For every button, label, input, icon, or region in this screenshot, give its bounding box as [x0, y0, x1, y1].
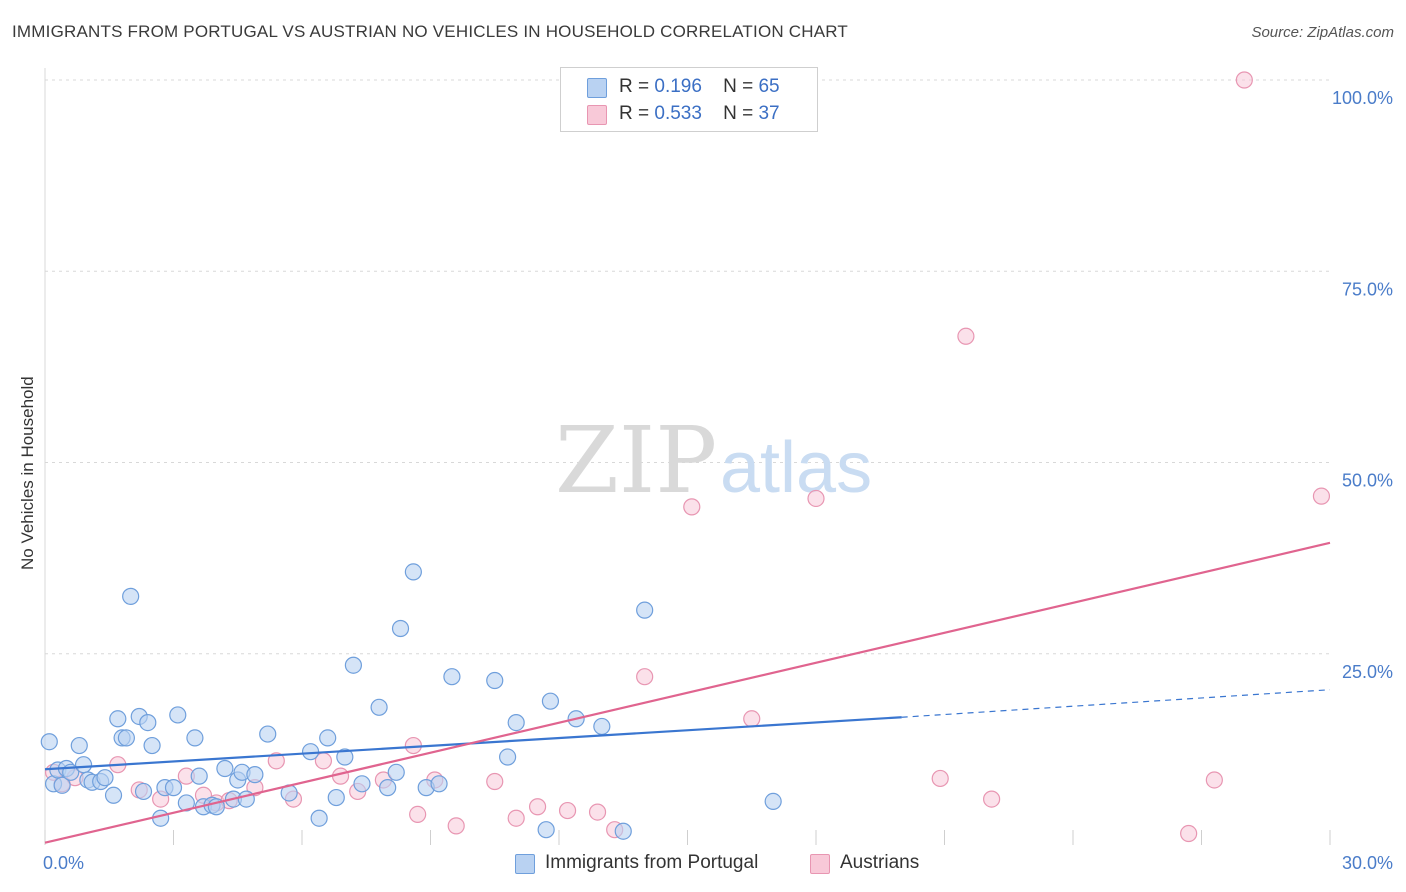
point-portugal	[499, 748, 517, 766]
correlation-legend: R = 0.196 N = 65 R = 0.533 N = 37	[560, 67, 818, 132]
y-tick-label: 75.0%	[1342, 279, 1393, 299]
point-portugal	[122, 587, 140, 605]
x-tick-label: 0.0%	[43, 853, 84, 873]
point-austrians	[1180, 824, 1198, 843]
point-portugal	[96, 769, 114, 787]
series-legend: Immigrants from Portugal Austrians	[0, 852, 1406, 878]
point-portugal	[353, 775, 371, 793]
trend-line-portugal-extension	[901, 689, 1331, 718]
legend-swatch-austrians	[810, 854, 830, 874]
trend-line-austrians	[44, 541, 1331, 844]
point-portugal	[301, 743, 320, 761]
chart-title: IMMIGRANTS FROM PORTUGAL VS AUSTRIAN NO …	[12, 22, 849, 41]
series-portugal-points	[40, 563, 782, 840]
point-portugal	[391, 619, 410, 638]
point-portugal	[430, 775, 448, 793]
point-portugal	[443, 668, 461, 686]
point-portugal	[74, 756, 93, 774]
point-portugal	[336, 748, 354, 766]
point-portugal	[190, 767, 208, 785]
legend-swatch-blue	[587, 78, 607, 98]
point-austrians	[931, 769, 949, 788]
point-portugal	[593, 717, 611, 736]
x-tick-label: 30.0%	[1342, 853, 1393, 873]
point-portugal	[541, 692, 560, 710]
source-label: Source: ZipAtlas.com	[1251, 24, 1394, 41]
watermark-zip: ZIP	[555, 407, 717, 514]
point-austrians	[588, 803, 607, 821]
point-portugal	[216, 759, 234, 778]
point-portugal	[177, 794, 195, 812]
point-portugal	[164, 779, 183, 797]
point-portugal	[70, 736, 88, 755]
point-portugal	[186, 729, 204, 747]
point-austrians	[486, 772, 504, 791]
point-portugal	[169, 706, 187, 724]
point-austrians	[636, 668, 654, 686]
legend-stats-austrians: R = 0.533 N = 37	[619, 103, 780, 124]
point-austrians	[1312, 487, 1331, 505]
axis-ticks: 25.0% 50.0% 75.0% 100.0% 0.0% 30.0%	[43, 88, 1393, 873]
point-portugal	[344, 656, 362, 674]
point-portugal	[40, 733, 58, 751]
point-portugal	[486, 671, 504, 690]
point-austrians	[957, 327, 975, 345]
point-portugal	[404, 563, 422, 581]
point-austrians	[507, 809, 525, 827]
watermark: ZIP atlas	[555, 407, 872, 514]
legend-swatch-portugal	[515, 854, 535, 874]
point-portugal	[537, 821, 555, 839]
point-portugal	[53, 776, 71, 794]
legend-swatch-pink	[587, 105, 607, 125]
point-austrians	[743, 710, 761, 728]
point-austrians	[807, 489, 825, 508]
point-portugal	[370, 698, 388, 716]
point-austrians	[447, 817, 465, 835]
point-portugal	[139, 713, 157, 732]
y-tick-label: 100.0%	[1332, 88, 1393, 108]
trend-lines	[44, 541, 1331, 844]
point-portugal	[614, 822, 632, 840]
point-portugal	[327, 788, 345, 807]
point-austrians	[528, 798, 547, 816]
y-tick-label: 25.0%	[1342, 662, 1393, 682]
watermark-atlas: atlas	[720, 428, 872, 508]
point-portugal	[104, 786, 123, 804]
point-portugal	[246, 766, 264, 784]
legend-stats-portugal: R = 0.196 N = 65	[619, 76, 780, 97]
point-portugal	[310, 809, 328, 827]
point-austrians	[1205, 771, 1223, 789]
point-portugal	[259, 725, 277, 743]
point-austrians	[1235, 71, 1253, 89]
legend-label-portugal: Immigrants from Portugal	[545, 852, 759, 873]
point-portugal	[636, 601, 654, 619]
point-portugal	[109, 710, 127, 728]
point-portugal	[152, 809, 170, 827]
point-portugal	[319, 729, 337, 747]
point-portugal	[507, 713, 525, 732]
point-austrians	[409, 805, 427, 824]
point-portugal	[379, 779, 397, 797]
y-tick-label: 50.0%	[1342, 471, 1393, 491]
point-portugal	[764, 792, 782, 810]
point-portugal	[387, 763, 405, 781]
point-austrians	[983, 790, 1001, 808]
point-portugal	[117, 729, 135, 747]
legend-label-austrians: Austrians	[840, 852, 920, 873]
point-austrians	[683, 498, 701, 516]
point-austrians	[558, 801, 577, 820]
point-portugal	[134, 782, 153, 801]
point-austrians	[267, 752, 285, 770]
point-portugal	[143, 736, 161, 755]
